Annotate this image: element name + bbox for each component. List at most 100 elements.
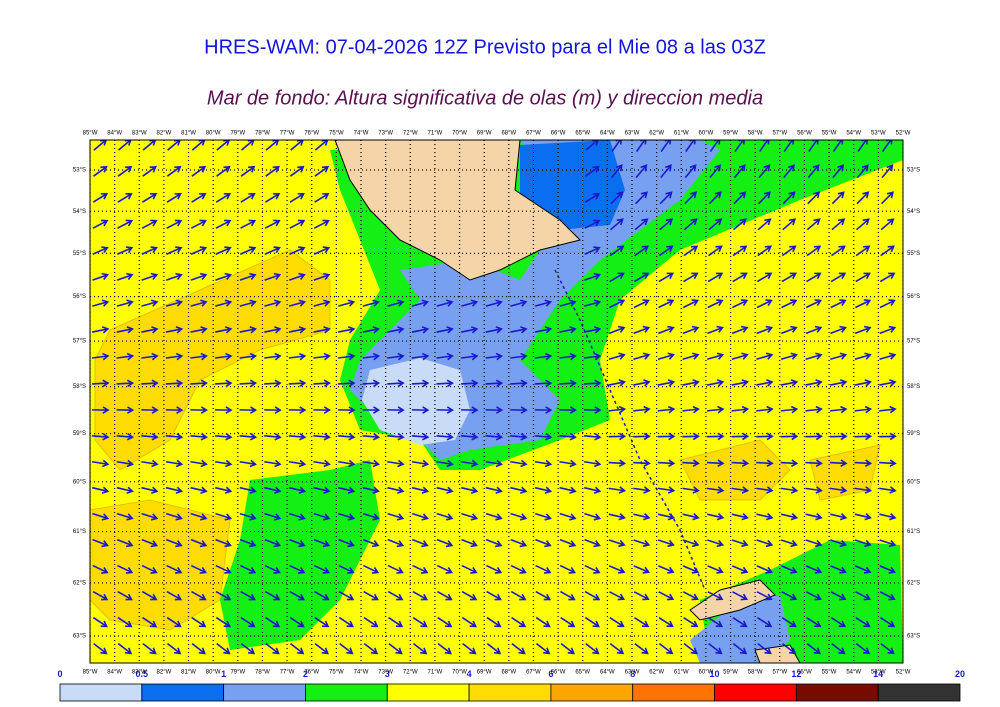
wave-arrow [806,245,822,257]
colorbar-segment [632,683,715,702]
wave-arrow [314,165,330,177]
wave-arrow [141,564,158,574]
lon-label: 63°W [625,131,640,137]
wave-arrow [731,405,750,414]
wave-arrow [239,379,258,388]
wave-arrow [92,299,110,307]
lon-label: 56°W [797,131,812,137]
wave-arrow [657,405,676,414]
wave-arrow [411,406,430,414]
wave-arrow [633,459,651,467]
wave-arrow [830,539,848,548]
wave-arrow [879,513,897,521]
wave-arrow [411,459,430,468]
wave-arrow [190,486,208,494]
wave-arrow [215,538,232,548]
wave-arrow [240,192,256,203]
colorbar-segment [141,683,225,702]
lat-label: 55°S [907,251,920,257]
wave-arrow [780,352,798,360]
wave-arrow [362,459,381,468]
wave-arrow [412,616,428,628]
wave-arrow [288,433,307,441]
wave-arrow [485,352,504,361]
wave-arrow [387,590,404,601]
wave-arrow [338,512,356,521]
wave-arrow [165,459,184,468]
wave-arrow [682,299,699,309]
wave-arrow [460,379,479,388]
wave-arrow [854,513,872,521]
wave-arrow [141,352,159,361]
wave-arrow [117,590,133,601]
wave-arrow [780,486,799,494]
wave-arrow [338,564,355,574]
wave-arrow [412,564,429,574]
wave-arrow [239,406,258,414]
wave-arrow [633,432,651,441]
wave-arrow [117,165,133,177]
wave-arrow [337,326,356,334]
lat-label: 53°S [907,168,920,174]
wave-arrow [707,539,725,548]
wave-arrow [117,564,134,574]
wave-arrow [362,406,381,414]
wave-arrow [635,191,648,205]
wave-arrow [362,512,380,521]
wave-arrow [141,512,159,521]
wave-arrow [756,486,774,494]
wave-arrow [240,642,256,655]
wave-arrow [214,326,233,334]
wave-arrow [855,245,871,257]
lon-label: 80°W [206,670,221,676]
wave-arrow [683,617,699,628]
wave-arrow [387,564,404,574]
lon-label: 72°W [403,670,418,676]
wave-arrow [584,299,602,307]
wave-arrow [559,564,577,574]
wave-arrow [633,325,651,335]
wave-arrow [166,590,183,601]
wave-arrow [190,219,207,229]
wave-arrow [436,406,454,414]
wave-arrow [535,564,552,574]
wave-arrow [264,272,282,281]
lat-label: 61°S [73,529,86,535]
wave-arrow [756,352,774,360]
wave-arrow [363,590,379,601]
wave-arrow [215,564,232,574]
wave-arrow [116,538,134,548]
wave-arrow [91,459,110,468]
wave-arrow [856,191,870,205]
wave-arrow [264,299,282,307]
wave-arrow [879,565,897,574]
wave-arrow [583,459,602,468]
wave-arrow [633,565,651,574]
wave-arrow [190,459,208,468]
wave-arrow [265,642,280,655]
lon-label: 71°W [428,131,443,137]
wave-arrow [190,406,208,414]
wave-arrow [460,352,479,361]
lon-label: 80°W [206,131,221,137]
wave-arrow [682,459,700,467]
wave-arrow [288,406,307,414]
wave-arrow [634,643,649,655]
lat-label: 54°S [73,209,86,215]
wave-arrow [756,379,774,387]
lon-label: 85°W [83,131,98,137]
wave-arrow [142,616,158,628]
lon-label: 70°W [452,670,467,676]
lon-label: 79°W [230,670,245,676]
wave-arrow [608,459,627,467]
wave-arrow [707,617,724,628]
lon-label: 56°W [797,670,812,676]
wave-arrow [485,512,503,521]
wave-arrow [830,272,847,283]
wave-arrow [264,352,282,361]
wave-arrow [264,538,282,548]
lon-label: 75°W [329,131,344,137]
wave-arrow [855,591,872,601]
wave-arrow [288,299,307,307]
colorbar-tick-label: 12 [791,669,801,679]
